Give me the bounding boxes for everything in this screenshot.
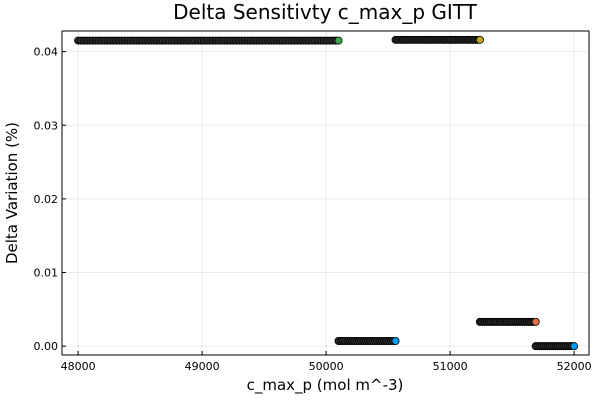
x-tick-label: 51000: [433, 360, 468, 373]
x-tick-label: 49000: [185, 360, 220, 373]
point-series: [74, 36, 343, 45]
point-series: [531, 342, 579, 351]
y-ticks: 0.00 0.01 0.02 0.03 0.04: [34, 46, 66, 353]
y-tick-label: 0.03: [34, 119, 59, 132]
x-ticks: 48000 49000 50000 51000 52000: [61, 351, 592, 373]
data-points: [74, 35, 579, 351]
chart-title: Delta Sensitivty c_max_p GITT: [173, 0, 478, 24]
series-end-point: [531, 317, 540, 326]
series-end-point: [391, 337, 400, 346]
y-tick-label: 0.00: [34, 340, 59, 353]
series-end-point: [475, 35, 484, 44]
y-tick-label: 0.01: [34, 267, 59, 280]
point-series: [475, 317, 540, 326]
x-tick-label: 52000: [557, 360, 592, 373]
y-tick-label: 0.04: [34, 46, 59, 59]
point-series: [391, 35, 484, 44]
series-end-point: [334, 36, 343, 45]
point-series: [334, 337, 400, 346]
x-tick-label: 48000: [61, 360, 96, 373]
grid-lines: [62, 31, 589, 355]
plot-frame: [61, 30, 590, 356]
y-tick-label: 0.02: [34, 193, 59, 206]
y-axis-label: Delta Variation (%): [3, 122, 21, 264]
series-end-point: [570, 342, 579, 351]
x-axis-label: c_max_p (mol m^-3): [247, 376, 404, 395]
x-tick-label: 50000: [309, 360, 344, 373]
